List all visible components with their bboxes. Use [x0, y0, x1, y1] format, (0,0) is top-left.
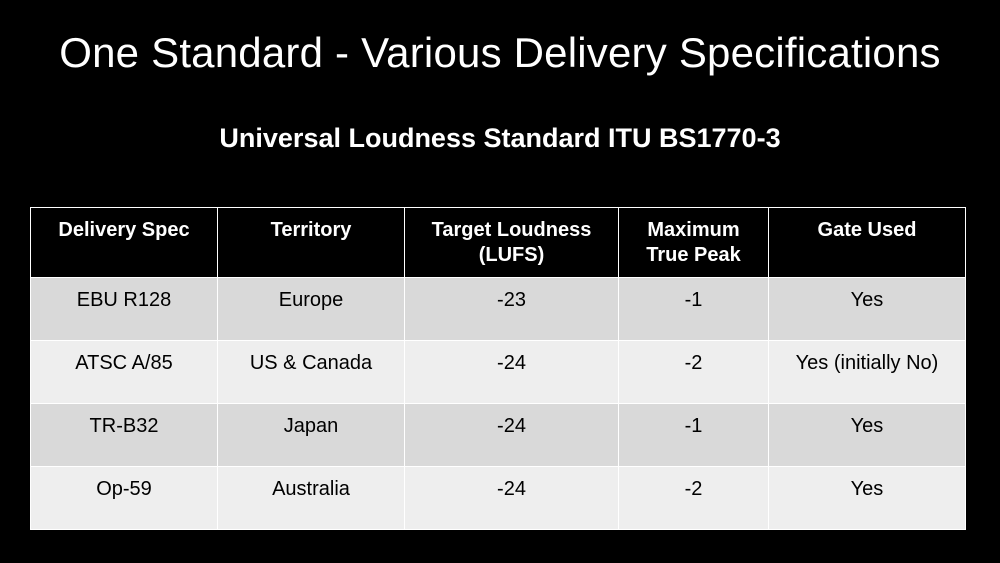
header-target-loudness: Target Loudness (LUFS) [404, 207, 619, 278]
cell-territory: Europe [217, 277, 405, 341]
cell-delivery-spec: ATSC A/85 [30, 340, 218, 404]
cell-delivery-spec: TR-B32 [30, 403, 218, 467]
header-territory: Territory [217, 207, 405, 278]
cell-maximum-true-peak: -2 [618, 340, 769, 404]
table-row: Op-59 Australia -24 -2 Yes [30, 466, 966, 530]
cell-target-loudness: -23 [404, 277, 619, 341]
header-maximum-true-peak-text: Maximum True Peak [646, 219, 741, 266]
table-row: EBU R128 Europe -23 -1 Yes [30, 277, 966, 341]
cell-gate-used: Yes (initially No) [768, 340, 966, 404]
cell-maximum-true-peak: -2 [618, 466, 769, 530]
cell-target-loudness: -24 [404, 340, 619, 404]
slide-subtitle: Universal Loudness Standard ITU BS1770-3 [219, 123, 781, 153]
header-territory-text: Territory [270, 219, 352, 241]
cell-territory: Australia [217, 466, 405, 530]
header-delivery-spec-text: Delivery Spec [58, 219, 190, 241]
cell-maximum-true-peak: -1 [618, 277, 769, 341]
delivery-spec-table: Delivery Spec Territory Target Loudness … [30, 207, 966, 530]
header-target-loudness-text: Target Loudness (LUFS) [431, 219, 592, 266]
cell-maximum-true-peak: -1 [618, 403, 769, 467]
header-gate-used-text: Gate Used [817, 219, 917, 241]
cell-target-loudness: -24 [404, 403, 619, 467]
slide-title: One Standard - Various Delivery Specific… [59, 29, 941, 76]
cell-delivery-spec: EBU R128 [30, 277, 218, 341]
cell-target-loudness: -24 [404, 466, 619, 530]
table-row: TR-B32 Japan -24 -1 Yes [30, 403, 966, 467]
header-maximum-true-peak: Maximum True Peak [618, 207, 769, 278]
table-header-row: Delivery Spec Territory Target Loudness … [30, 207, 966, 278]
header-gate-used: Gate Used [768, 207, 966, 278]
cell-gate-used: Yes [768, 403, 966, 467]
header-delivery-spec: Delivery Spec [30, 207, 218, 278]
cell-territory: US & Canada [217, 340, 405, 404]
cell-delivery-spec: Op-59 [30, 466, 218, 530]
cell-gate-used: Yes [768, 277, 966, 341]
table-row: ATSC A/85 US & Canada -24 -2 Yes (initia… [30, 340, 966, 404]
cell-territory: Japan [217, 403, 405, 467]
cell-gate-used: Yes [768, 466, 966, 530]
